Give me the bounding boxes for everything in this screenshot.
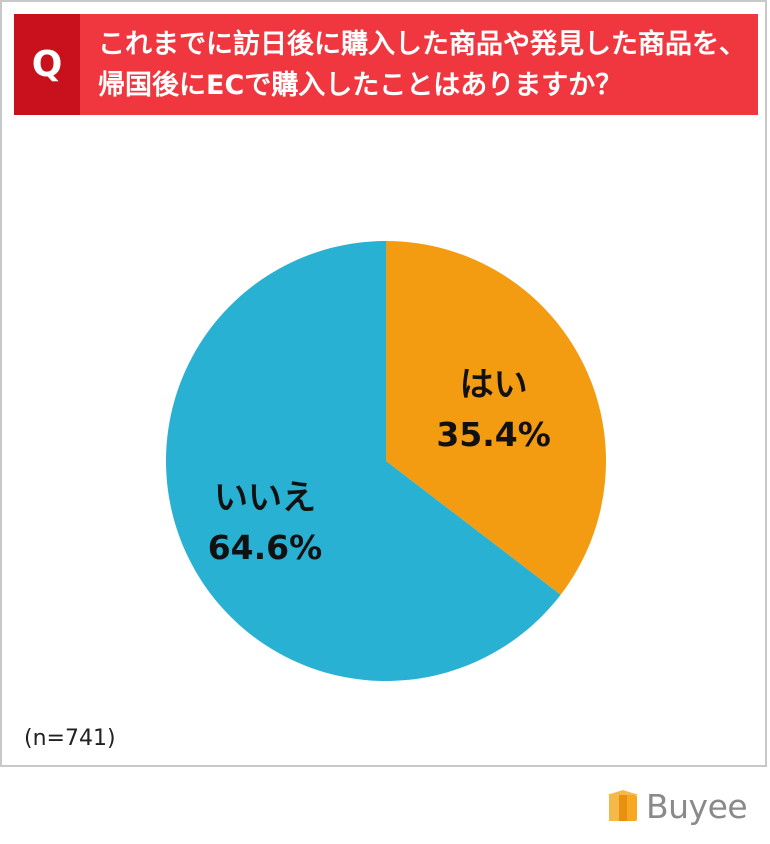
- slice-label-yes: はい: [460, 365, 528, 405]
- question-line-1: これまでに訪日後に購入した商品や発見した商品を、: [98, 29, 746, 60]
- box-logo-icon: [607, 790, 639, 821]
- question-banner: Q これまでに訪日後に購入した商品や発見した商品を、 帰国後にECで購入したこと…: [14, 14, 758, 115]
- question-line-2: 帰国後にECで購入したことはありますか？: [98, 70, 623, 101]
- question-text: これまでに訪日後に購入した商品や発見した商品を、 帰国後にECで購入したことはあ…: [98, 24, 748, 106]
- brand-name: Buyee: [646, 786, 748, 826]
- sample-size-note: (n=741): [24, 726, 116, 751]
- pie-chart: はい 35.4% いいえ 64.6%: [166, 241, 606, 681]
- slice-value-yes: 35.4%: [436, 415, 551, 454]
- question-badge: Q: [14, 14, 80, 115]
- slice-value-no: 64.6%: [208, 528, 323, 567]
- chart-frame: Q これまでに訪日後に購入した商品や発見した商品を、 帰国後にECで購入したこと…: [0, 0, 767, 767]
- pie-slice-no: [166, 241, 561, 681]
- question-badge-letter: Q: [31, 44, 63, 85]
- pie-slice-yes: [386, 241, 606, 595]
- brand-logo: Buyee: [606, 786, 748, 826]
- slice-label-no: いいえ: [214, 478, 316, 518]
